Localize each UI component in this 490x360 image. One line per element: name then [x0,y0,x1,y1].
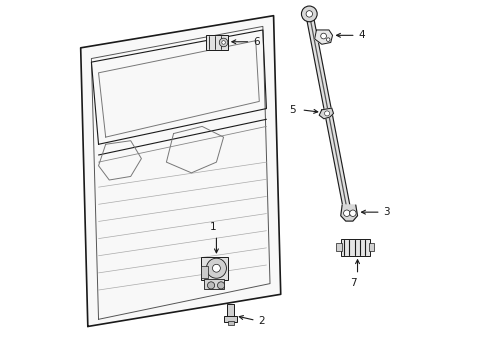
Bar [336,243,342,251]
Circle shape [218,282,224,289]
Text: 4: 4 [358,30,365,40]
Bar [369,243,374,251]
Bar [206,35,228,50]
Bar [227,304,234,318]
Circle shape [321,33,326,39]
Bar [342,239,370,256]
Circle shape [326,38,330,41]
Bar [201,266,208,278]
Text: 2: 2 [259,316,265,326]
Bar [201,257,228,280]
Polygon shape [341,205,358,221]
Circle shape [206,258,226,278]
Polygon shape [81,16,281,327]
Text: 1: 1 [210,222,216,232]
Circle shape [350,210,356,216]
Circle shape [207,282,215,289]
Text: 7: 7 [350,278,357,288]
Circle shape [343,210,350,216]
Bar [228,321,234,325]
Circle shape [324,111,330,116]
Bar [204,279,223,289]
Circle shape [220,38,228,47]
Text: 3: 3 [383,207,390,217]
Text: 5: 5 [290,105,296,115]
Bar [224,316,237,322]
Circle shape [306,11,313,17]
Polygon shape [306,13,352,218]
Circle shape [222,41,225,44]
Circle shape [213,264,220,272]
Polygon shape [315,30,333,44]
Polygon shape [319,108,334,119]
Circle shape [301,6,317,22]
Text: 6: 6 [253,37,260,47]
